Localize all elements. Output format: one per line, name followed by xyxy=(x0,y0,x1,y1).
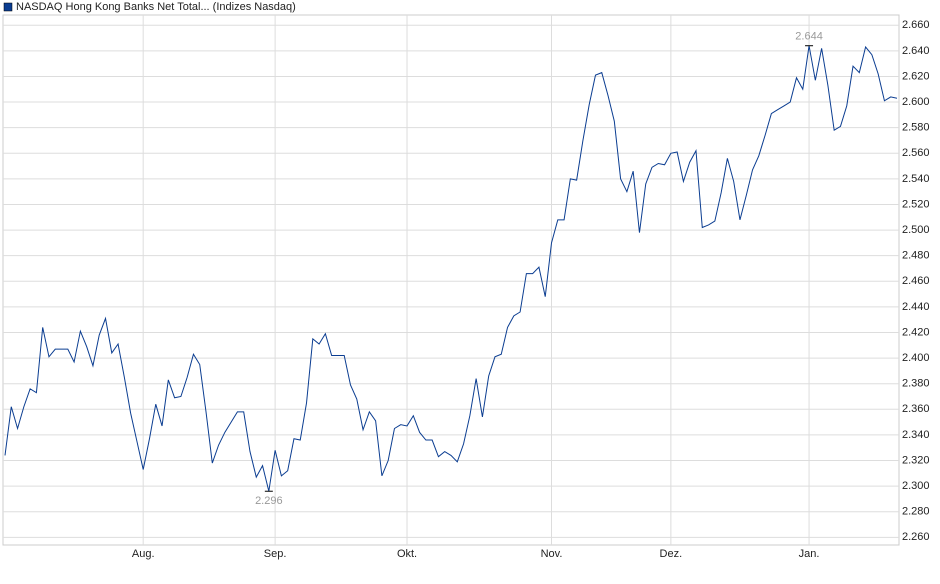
y-tick-label: 2.400 xyxy=(902,352,930,364)
y-tick-label: 2.440 xyxy=(902,301,930,313)
data-line xyxy=(4,45,898,492)
x-tick-label: Aug. xyxy=(132,548,155,560)
legend-label: NASDAQ Hong Kong Banks Net Total... (Ind… xyxy=(16,1,296,13)
y-tick-label: 2.380 xyxy=(902,378,930,390)
y-tick-label: 2.640 xyxy=(902,45,930,57)
y-tick-label: 2.500 xyxy=(902,224,930,236)
max-label: 2.644 xyxy=(795,31,823,43)
min-label: 2.296 xyxy=(255,495,283,507)
x-tick-label: Dez. xyxy=(660,548,683,560)
y-tick-label: 2.520 xyxy=(902,198,930,210)
x-tick-label: Sep. xyxy=(264,548,287,560)
y-tick-label: 2.260 xyxy=(902,531,930,543)
y-tick-label: 2.540 xyxy=(902,173,930,185)
y-tick-label: 2.340 xyxy=(902,429,930,441)
legend-swatch xyxy=(3,2,13,12)
y-tick-label: 2.300 xyxy=(902,480,930,492)
y-tick-label: 2.280 xyxy=(902,506,930,518)
y-tick-label: 2.360 xyxy=(902,403,930,415)
y-tick-label: 2.600 xyxy=(902,96,930,108)
y-tick-label: 2.580 xyxy=(902,122,930,134)
y-tick-label: 2.620 xyxy=(902,70,930,82)
y-tick-label: 2.560 xyxy=(902,147,930,159)
y-tick-label: 2.460 xyxy=(902,275,930,287)
y-tick-label: 2.320 xyxy=(902,454,930,466)
y-tick-label: 2.660 xyxy=(902,19,930,31)
plot-frame xyxy=(2,14,900,546)
x-tick-label: Okt. xyxy=(397,548,417,560)
x-tick-label: Jan. xyxy=(799,548,820,560)
y-tick-label: 2.420 xyxy=(902,326,930,338)
x-tick-label: Nov. xyxy=(541,548,563,560)
y-tick-label: 2.480 xyxy=(902,250,930,262)
